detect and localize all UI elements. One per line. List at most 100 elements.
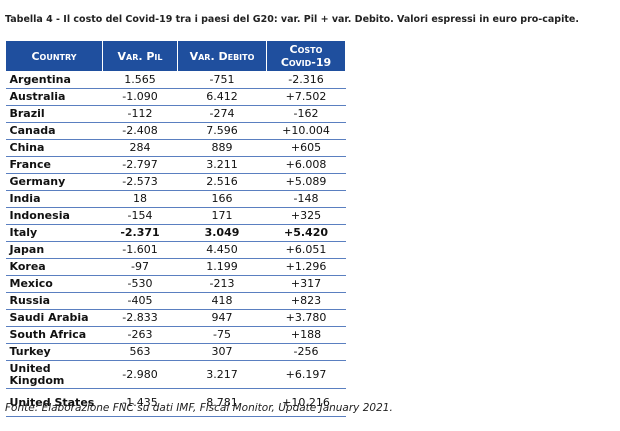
table-row: Saudi Arabia -2.833 947 +3.780 — [5, 309, 346, 327]
value-cell: +10.216 — [266, 388, 346, 417]
country-cell: India — [5, 190, 103, 208]
value-cell: -274 — [177, 105, 267, 123]
value-cell: -2.316 — [266, 71, 346, 89]
value-cell: -162 — [266, 105, 346, 123]
value-cell: -405 — [102, 292, 178, 310]
value-cell: 307 — [177, 343, 267, 361]
table-row: Brazil -112 -274 -162 — [5, 105, 346, 123]
country-cell: Italy — [5, 224, 103, 242]
value-cell: -263 — [102, 326, 178, 344]
value-cell: +188 — [266, 326, 346, 344]
value-cell: +6.051 — [266, 241, 346, 259]
country-cell: Canada — [5, 122, 103, 140]
value-cell: 947 — [177, 309, 267, 327]
value-cell: -2.371 — [102, 224, 178, 242]
value-cell: 563 — [102, 343, 178, 361]
value-cell: -2.408 — [102, 122, 178, 140]
value-cell: 3.049 — [177, 224, 267, 242]
value-cell: 166 — [177, 190, 267, 208]
value-cell: -2.797 — [102, 156, 178, 174]
value-cell: 3.217 — [177, 360, 267, 389]
table-row: United Kingdom -2.980 3.217 +6.197 — [5, 360, 346, 389]
table-title: Tabella 4 - Il costo del Covid-19 tra i … — [5, 14, 579, 25]
value-cell: +5.420 — [266, 224, 346, 242]
value-cell: 18 — [102, 190, 178, 208]
value-cell: 6.412 — [177, 88, 267, 106]
country-cell: Russia — [5, 292, 103, 310]
value-cell: -1.435 — [102, 388, 178, 417]
value-cell: 284 — [102, 139, 178, 157]
value-cell: +823 — [266, 292, 346, 310]
value-cell: 889 — [177, 139, 267, 157]
table-row: France -2.797 3.211 +6.008 — [5, 156, 346, 174]
country-cell: Japan — [5, 241, 103, 259]
country-cell: Australia — [5, 88, 103, 106]
value-cell: 4.450 — [177, 241, 267, 259]
value-cell: -2.833 — [102, 309, 178, 327]
table-row: Canada -2.408 7.596 +10.004 — [5, 122, 346, 140]
country-cell: Mexico — [5, 275, 103, 293]
value-cell: -1.090 — [102, 88, 178, 106]
country-cell: Turkey — [5, 343, 103, 361]
value-cell: +5.089 — [266, 173, 346, 191]
value-cell: 3.211 — [177, 156, 267, 174]
value-cell: +6.008 — [266, 156, 346, 174]
country-cell: Argentina — [5, 71, 103, 89]
value-cell: -1.601 — [102, 241, 178, 259]
value-cell: -2.980 — [102, 360, 178, 389]
table-row: United States -1.435 8.781 +10.216 — [5, 388, 346, 417]
country-cell: Saudi Arabia — [5, 309, 103, 327]
value-cell: -154 — [102, 207, 178, 225]
value-cell: 7.596 — [177, 122, 267, 140]
value-cell: +3.780 — [266, 309, 346, 327]
value-cell: +317 — [266, 275, 346, 293]
country-cell: Brazil — [5, 105, 103, 123]
value-cell: -112 — [102, 105, 178, 123]
value-cell: -530 — [102, 275, 178, 293]
value-cell: -75 — [177, 326, 267, 344]
value-cell: -148 — [266, 190, 346, 208]
value-cell: +325 — [266, 207, 346, 225]
value-cell: 2.516 — [177, 173, 267, 191]
country-cell: Germany — [5, 173, 103, 191]
country-cell: France — [5, 156, 103, 174]
table-row: China 284 889 +605 — [5, 139, 346, 157]
table-row: Germany -2.573 2.516 +5.089 — [5, 173, 346, 191]
value-cell: -256 — [266, 343, 346, 361]
table-row: Indonesia -154 171 +325 — [5, 207, 346, 225]
table-row: Australia -1.090 6.412 +7.502 — [5, 88, 346, 106]
value-cell: -213 — [177, 275, 267, 293]
country-cell: United States — [5, 388, 103, 417]
value-cell: +605 — [266, 139, 346, 157]
table-row: Turkey 563 307 -256 — [5, 343, 346, 361]
value-cell: +1.296 — [266, 258, 346, 276]
table-row: Argentina 1.565 -751 -2.316 — [5, 71, 346, 89]
value-cell: -2.573 — [102, 173, 178, 191]
value-cell: +6.197 — [266, 360, 346, 389]
table-row: South Africa -263 -75 +188 — [5, 326, 346, 344]
value-cell: 1.199 — [177, 258, 267, 276]
table-row: India 18 166 -148 — [5, 190, 346, 208]
table-row: Russia -405 418 +823 — [5, 292, 346, 310]
country-cell: South Africa — [5, 326, 103, 344]
table-row: Japan -1.601 4.450 +6.051 — [5, 241, 346, 259]
value-cell: 8.781 — [177, 388, 267, 417]
table-row: Mexico -530 -213 +317 — [5, 275, 346, 293]
value-cell: 418 — [177, 292, 267, 310]
table: Country Var. Pil Var. Debito Costo Covid-19… — [5, 40, 346, 417]
column-header: Var. Debito — [177, 40, 267, 72]
column-header: Country — [5, 40, 103, 72]
value-cell: +10.004 — [266, 122, 346, 140]
value-cell: 1.565 — [102, 71, 178, 89]
country-cell: Indonesia — [5, 207, 103, 225]
country-cell: United Kingdom — [5, 360, 103, 389]
value-cell: -751 — [177, 71, 267, 89]
table-body: Argentina 1.565 -751 -2.316 Australia -1.090 6… — [5, 71, 346, 417]
column-header: Costo Covid-19 — [266, 40, 346, 72]
header-row: Country Var. Pil Var. Debito Costo Covid-19 — [5, 40, 346, 72]
value-cell: 171 — [177, 207, 267, 225]
column-header: Var. Pil — [102, 40, 178, 72]
table-row: Italy -2.371 3.049 +5.420 — [5, 224, 346, 242]
table-row: Korea -97 1.199 +1.296 — [5, 258, 346, 276]
